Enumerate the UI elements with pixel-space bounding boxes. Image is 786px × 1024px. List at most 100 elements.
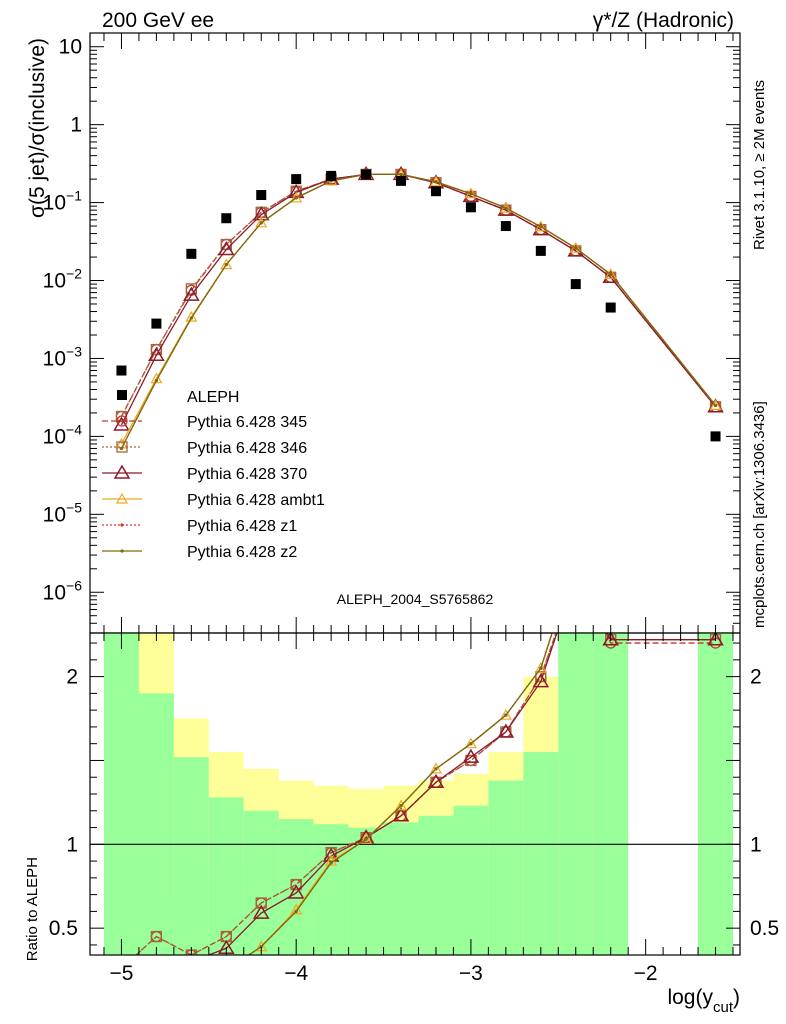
y-tick-label: 10−4 — [43, 421, 83, 448]
data-point — [605, 302, 616, 313]
ratio-point — [151, 973, 161, 982]
ratio-point — [504, 713, 508, 717]
ratio-point — [259, 945, 263, 949]
ratio-point — [329, 861, 333, 865]
data-point — [291, 174, 302, 185]
y-tick-label-right: 0.5 — [750, 917, 779, 940]
legend-label: Pythia 6.428 z2 — [187, 544, 297, 561]
series-point — [185, 310, 198, 322]
series-line — [120, 173, 717, 449]
series-point — [183, 286, 200, 301]
uncertainty-band-inner — [208, 797, 244, 955]
x-axis-label: log(ycut) — [667, 986, 740, 1016]
ratio-point — [464, 737, 477, 749]
uncertainty-band-inner — [138, 693, 174, 955]
series-point — [119, 446, 124, 451]
analysis-id: ALEPH_2004_S5765862 — [337, 591, 494, 607]
data-point — [361, 169, 372, 180]
legend-label: Pythia 6.428 ambt1 — [187, 492, 325, 509]
y-tick-label: 1 — [66, 833, 78, 856]
series-point — [713, 403, 718, 407]
ratio-panel: 0.5 0.5 1 1 2 2 −5 −4 −3 −2 Ratio to ALEPH log(ycut… — [24, 554, 779, 1016]
ratio-point — [602, 633, 620, 646]
ratio-point — [287, 884, 305, 899]
ratio-point — [571, 554, 581, 563]
ratio-point — [155, 979, 158, 982]
ratio-point — [186, 982, 196, 991]
series-point — [294, 196, 298, 200]
y-tick-label: 0.5 — [49, 917, 78, 940]
ratio-point — [392, 807, 410, 822]
legend-marker — [116, 441, 128, 453]
series-point — [709, 399, 722, 410]
ratio-point — [574, 558, 577, 561]
ratio-point — [155, 953, 158, 955]
series-point — [434, 180, 438, 184]
data-point — [710, 431, 721, 442]
ratio-point — [571, 571, 581, 581]
data-point — [186, 248, 197, 259]
legend-marker — [116, 415, 128, 427]
ratio-point — [571, 571, 581, 581]
ratio-point — [255, 897, 267, 909]
main-frame — [89, 32, 741, 634]
ratio-point — [190, 985, 193, 988]
ratio-point — [427, 773, 445, 789]
ratio-point — [707, 633, 724, 646]
legend-label: Pythia 6.428 346 — [187, 440, 307, 457]
data-point — [151, 318, 162, 329]
ratio-point — [497, 723, 515, 738]
side-text-rivet: Rivet 3.1.10, ≥ 2M events — [751, 80, 768, 250]
y-tick-label: 10 — [59, 36, 82, 59]
ratio-point — [290, 878, 302, 891]
main-panel: 10 1 10−1 10−2 10−3 10−4 10−5 10−6 σ(5 jet)/σ(in… — [26, 32, 741, 634]
uncertainty-band-inner — [348, 827, 384, 955]
y-tick-label-right: 2 — [750, 666, 762, 689]
data-point — [465, 202, 476, 213]
series-point — [148, 346, 165, 361]
data-point — [535, 245, 546, 256]
series-point — [259, 221, 263, 225]
uncertainty-band-inner — [383, 822, 419, 955]
series-point — [574, 246, 578, 250]
ratio-point — [116, 989, 126, 998]
uncertainty-band-inner — [243, 810, 279, 955]
ratio-point — [190, 953, 193, 955]
y-tick-label: 2 — [66, 666, 78, 689]
data-point — [116, 365, 127, 376]
data-point — [221, 213, 232, 224]
ratio-point — [434, 767, 438, 771]
legend-marker — [117, 390, 127, 400]
y-tick-label: 10−2 — [43, 266, 83, 293]
ratio-point — [190, 985, 193, 988]
legend-marker — [113, 464, 131, 479]
legend-label: Pythia 6.428 z1 — [187, 518, 297, 535]
series-point — [224, 263, 228, 267]
series-point — [569, 241, 582, 253]
data-point — [396, 175, 407, 186]
legend-marker — [115, 492, 129, 504]
series-point — [504, 206, 508, 210]
ratio-line — [247, 633, 553, 955]
series-point — [154, 378, 158, 383]
series-point — [150, 372, 163, 384]
series-point — [399, 172, 403, 176]
legend-label: ALEPH — [187, 389, 239, 406]
series-point — [252, 206, 270, 221]
series-point — [189, 316, 193, 320]
uncertainty-band-inner — [453, 805, 489, 955]
ratio-point — [399, 804, 403, 808]
ratio-point — [150, 930, 163, 943]
header-right: γ*/Z (Hadronic) — [593, 9, 734, 32]
legend: ALEPH Pythia 6.428 345 Pythia 6.428 346 Pyt… — [102, 389, 325, 561]
ratio-point — [221, 965, 231, 974]
ratio-point — [290, 903, 303, 915]
ratio-point — [252, 904, 270, 919]
uncertainty-band-inner — [558, 633, 594, 955]
uncertainty-band-inner — [523, 752, 559, 955]
x-tick-label: −5 — [109, 962, 133, 985]
series-line — [120, 173, 717, 449]
series-point — [217, 241, 235, 256]
uncertainty-band-inner — [313, 824, 349, 955]
